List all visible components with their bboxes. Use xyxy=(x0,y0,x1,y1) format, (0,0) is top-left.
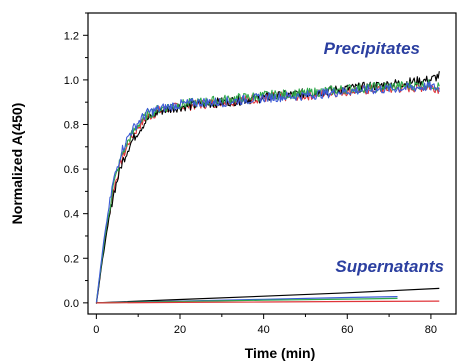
supernatants-series-4 xyxy=(96,287,440,304)
y-tick-label: 0.0 xyxy=(64,298,79,310)
x-axis-title: Time (min) xyxy=(245,345,316,361)
annotation-precipitates: Precipitates xyxy=(324,39,420,58)
y-tick-label: 0.6 xyxy=(64,164,79,176)
supernatants-series-7 xyxy=(96,300,440,304)
y-tick-label: 1.2 xyxy=(64,30,79,42)
precipitates-series-3 xyxy=(95,81,440,303)
series-layer xyxy=(95,71,440,304)
x-tick-label: 60 xyxy=(341,324,353,336)
y-tick-label: 0.4 xyxy=(64,209,79,221)
annotation-supernatants: Supernatants xyxy=(335,257,444,276)
x-tick-label: 80 xyxy=(425,324,437,336)
y-tick-label: 1.0 xyxy=(64,75,79,87)
ticks-layer: 0 20 40 60 80 0.0 0.2 0.4 0.6 0.8 1.0 1.2 xyxy=(64,12,437,336)
plot-frame xyxy=(87,12,457,315)
x-tick-label: 0 xyxy=(93,324,99,336)
x-tick-label: 40 xyxy=(258,324,270,336)
x-tick-label: 20 xyxy=(174,324,186,336)
y-tick-label: 0.8 xyxy=(64,119,79,131)
y-tick-label: 0.2 xyxy=(64,253,79,265)
y-axis-title: Normalized A(450) xyxy=(9,103,25,225)
